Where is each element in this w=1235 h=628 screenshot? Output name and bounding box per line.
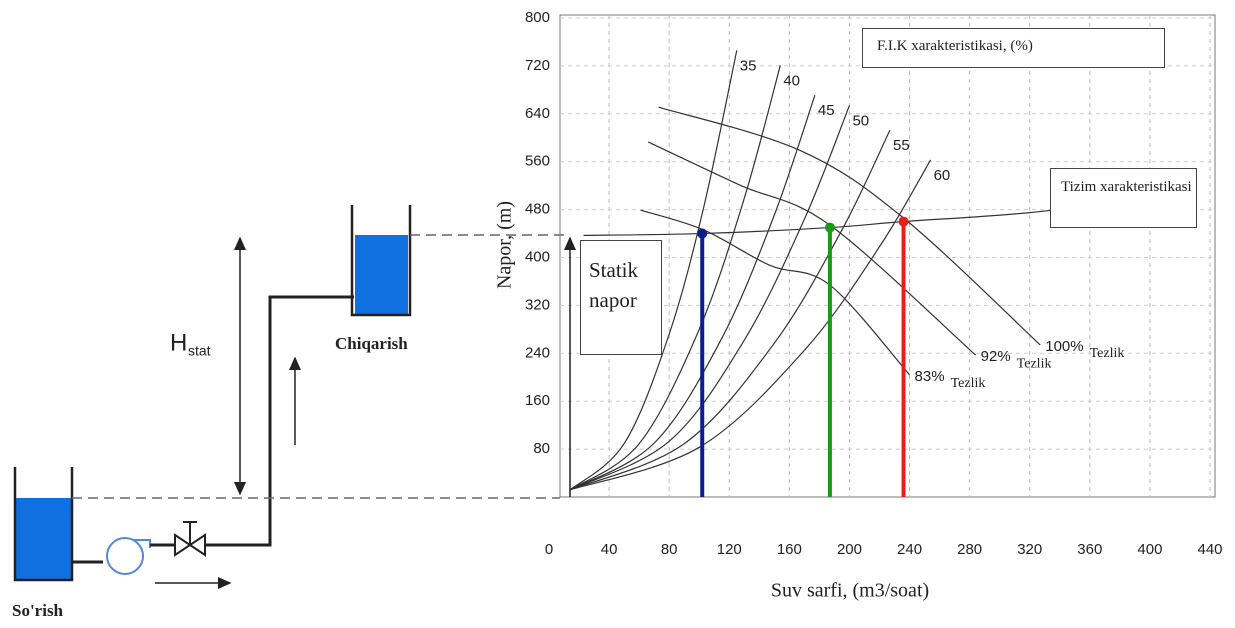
system-curve-label: Tizim xarakteristikasi [1050, 168, 1197, 228]
discharge-label: Chiqarish [335, 334, 408, 353]
y-tick-label: 240 [525, 344, 550, 361]
efficiency-label: 35 [740, 57, 757, 74]
y-tick-label: 400 [525, 248, 550, 265]
h-label: H [170, 329, 187, 356]
x-tick-label: 360 [1077, 541, 1102, 558]
pump-curve [658, 106, 1041, 346]
suction-label: So'rish [12, 601, 64, 620]
efficiency-title: F.I.K xarakteristikasi, (%) [862, 28, 1165, 68]
y-tick-label: 640 [525, 105, 550, 122]
x-tick-label: 200 [837, 541, 862, 558]
efficiency-curve [569, 95, 816, 491]
plot-frame [559, 14, 1216, 498]
h-sub-label: stat [188, 343, 211, 359]
y-tick-label: 480 [525, 201, 550, 218]
operating-point [697, 228, 708, 239]
pump-curve [640, 209, 910, 376]
pump-speed-label: 100% [1045, 338, 1083, 355]
efficiency-label: 55 [893, 137, 910, 154]
pump-system-diagram [13, 205, 570, 589]
efficiency-curve [569, 50, 738, 491]
pump-speed-suffix: Tezlik [951, 376, 986, 391]
efficiency-label: 50 [852, 112, 869, 129]
y-tick-label: 80 [533, 440, 550, 457]
x-axis-title: Suv sarfi, (m3/soat) [771, 580, 929, 602]
pump-speed-label: 92% [981, 348, 1011, 365]
efficiency-label: 40 [783, 72, 800, 89]
static-head-label: Statik napor [580, 240, 662, 355]
x-tick-label: 160 [777, 541, 802, 558]
efficiency-curve [569, 129, 891, 491]
y-tick-label: 720 [525, 57, 550, 74]
efficiency-curve [569, 65, 781, 491]
x-tick-label: 80 [661, 541, 678, 558]
x-tick-label: 120 [717, 541, 742, 558]
operating-point [898, 216, 909, 227]
y-axis-title: Napor, (m) [494, 201, 516, 289]
efficiency-label: 60 [934, 167, 951, 184]
x-tick-label: 280 [957, 541, 982, 558]
pump-speed-label: 83% [915, 368, 945, 385]
operating-point [824, 222, 835, 233]
x-tick-label: 0 [545, 541, 553, 558]
x-tick-label: 400 [1137, 541, 1162, 558]
pump-curve [647, 141, 977, 356]
y-tick-label: 320 [525, 296, 550, 313]
efficiency-label: 45 [818, 102, 835, 119]
efficiency-curve [569, 105, 851, 491]
y-tick-label: 560 [525, 153, 550, 170]
x-tick-label: 40 [601, 541, 618, 558]
x-tick-label: 320 [1017, 541, 1042, 558]
pump-speed-suffix: Tezlik [1090, 346, 1125, 361]
y-tick-label: 160 [525, 392, 550, 409]
x-tick-label: 240 [897, 541, 922, 558]
pump-speed-suffix: Tezlik [1017, 356, 1052, 371]
y-tick-label: 800 [525, 9, 550, 26]
x-tick-label: 440 [1197, 541, 1222, 558]
